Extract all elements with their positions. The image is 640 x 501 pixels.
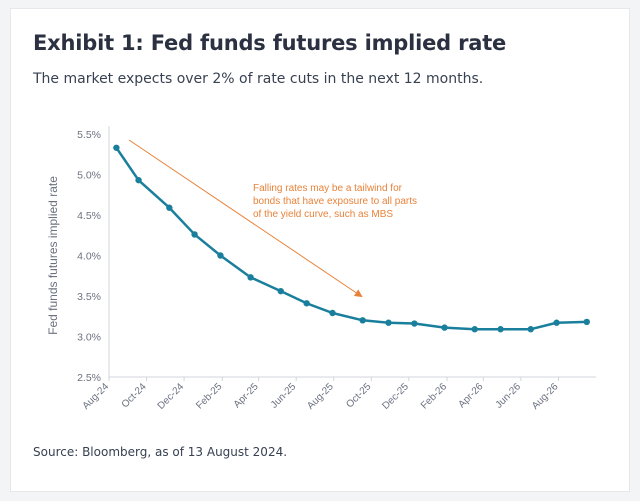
y-tick-label: 5.0% xyxy=(77,170,101,182)
y-tick-labels: 2.5% 3.0% 3.5% 4.0% 4.5% 5.0% 5.5% xyxy=(77,129,101,384)
x-tick-label: Dec-24 xyxy=(156,381,187,412)
line-chart: 2.5% 3.0% 3.5% 4.0% 4.5% 5.0% 5.5% Aug-24 Oct-2… xyxy=(46,126,596,412)
x-tick-label: Aug-26 xyxy=(530,381,561,412)
data-point xyxy=(329,309,336,317)
data-point xyxy=(359,317,366,324)
series-path xyxy=(115,147,587,331)
data-point xyxy=(497,326,504,333)
x-tick-label: Feb-26 xyxy=(419,381,449,411)
y-tick-label: 4.0% xyxy=(77,251,101,263)
data-point xyxy=(247,274,254,281)
chart-subtitle: The market expects over 2% of rate cuts … xyxy=(33,71,484,87)
y-tick-label: 3.5% xyxy=(77,291,101,303)
chart-axes xyxy=(108,126,596,378)
data-point xyxy=(527,326,534,333)
y-tick-label: 2.5% xyxy=(77,372,101,384)
x-tick-label: Dec-25 xyxy=(380,381,411,412)
x-tick-label: Jun-26 xyxy=(494,381,524,411)
annotation-text-line: of the yield curve, such as MBS xyxy=(253,209,393,220)
x-tick-label: Oct-24 xyxy=(120,381,149,410)
data-point xyxy=(166,204,173,211)
data-point xyxy=(191,231,198,238)
x-tick-label: Feb-25 xyxy=(194,381,224,411)
x-tick-label: Jun-25 xyxy=(269,381,299,411)
data-point xyxy=(135,176,142,184)
x-tick-labels: Aug-24 Oct-24 Dec-24 Feb-25 Apr-25 Jun-25 Aug-… xyxy=(81,377,561,412)
data-point xyxy=(385,319,392,326)
x-tick-label: Oct-25 xyxy=(344,381,373,410)
data-point xyxy=(411,320,418,327)
y-axis-label: Fed funds futures implied rate xyxy=(46,176,60,335)
chart-title: Exhibit 1: Fed funds futures implied rat… xyxy=(33,31,507,55)
data-point xyxy=(217,252,224,259)
data-point xyxy=(583,318,590,326)
annotation-text-line: Falling rates may be a tailwind for xyxy=(253,183,403,194)
annotation: Falling rates may be a tailwind for bonds… xyxy=(128,139,417,298)
exhibit-card: Exhibit 1: Fed funds futures implied rat… xyxy=(10,8,630,492)
x-tick-label: Apr-25 xyxy=(232,381,261,410)
y-tick-label: 4.5% xyxy=(77,210,101,222)
data-point xyxy=(113,144,120,151)
x-tick-label: Aug-24 xyxy=(81,381,112,412)
x-tick-label: Aug-25 xyxy=(305,381,336,412)
data-point xyxy=(441,324,448,331)
data-point xyxy=(303,300,310,307)
y-tick-label: 3.0% xyxy=(77,332,101,344)
data-point xyxy=(471,326,478,333)
data-point xyxy=(553,319,560,326)
series-line xyxy=(113,144,590,333)
annotation-text-line: bonds that have exposure to all parts xyxy=(253,196,417,207)
data-point xyxy=(277,287,284,295)
source-note: Source: Bloomberg, as of 13 August 2024. xyxy=(33,445,288,459)
annotation-arrow xyxy=(128,139,363,298)
x-tick-label: Apr-26 xyxy=(456,381,485,410)
y-tick-label: 5.5% xyxy=(77,129,101,141)
